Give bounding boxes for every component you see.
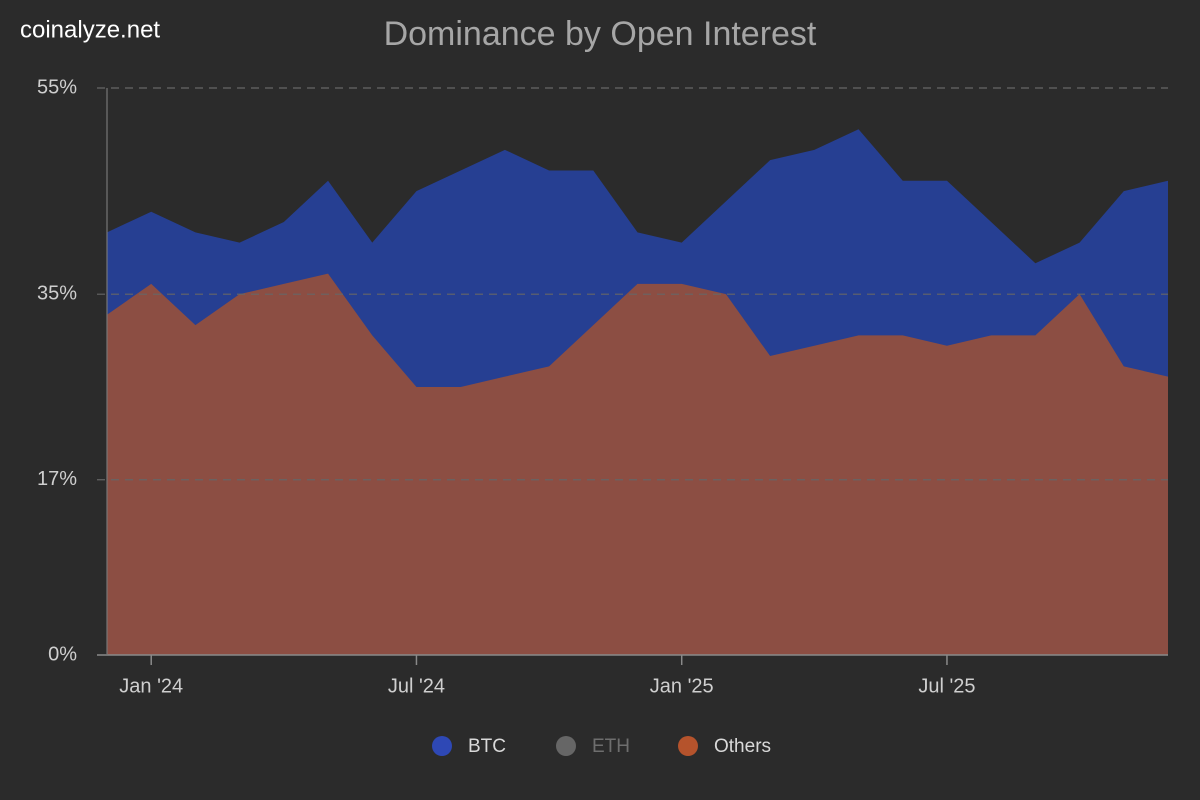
- area: [107, 273, 1168, 655]
- legend-item[interactable]: BTC: [432, 736, 506, 757]
- x-tick-label: Jan '24: [119, 675, 183, 697]
- legend-item[interactable]: ETH: [556, 736, 630, 757]
- legend-label: Others: [714, 736, 771, 757]
- legend-label: ETH: [592, 736, 630, 757]
- legend-item[interactable]: Others: [678, 736, 771, 757]
- x-tick-label: Jul '25: [918, 675, 975, 697]
- legend-marker: [678, 736, 698, 756]
- chart-title: Dominance by Open Interest: [384, 15, 817, 53]
- legend-marker: [432, 736, 452, 756]
- y-tick-label: 0%: [48, 643, 77, 665]
- y-tick-label: 35%: [37, 282, 77, 304]
- y-tick-label: 17%: [37, 468, 77, 490]
- x-tick-label: Jul '24: [388, 675, 445, 697]
- y-tick-label: 55%: [37, 76, 77, 98]
- legend-label: BTC: [468, 736, 506, 757]
- x-tick-label: Jan '25: [650, 675, 714, 697]
- legend-marker: [556, 736, 576, 756]
- site-name: coinalyze.net: [20, 16, 160, 43]
